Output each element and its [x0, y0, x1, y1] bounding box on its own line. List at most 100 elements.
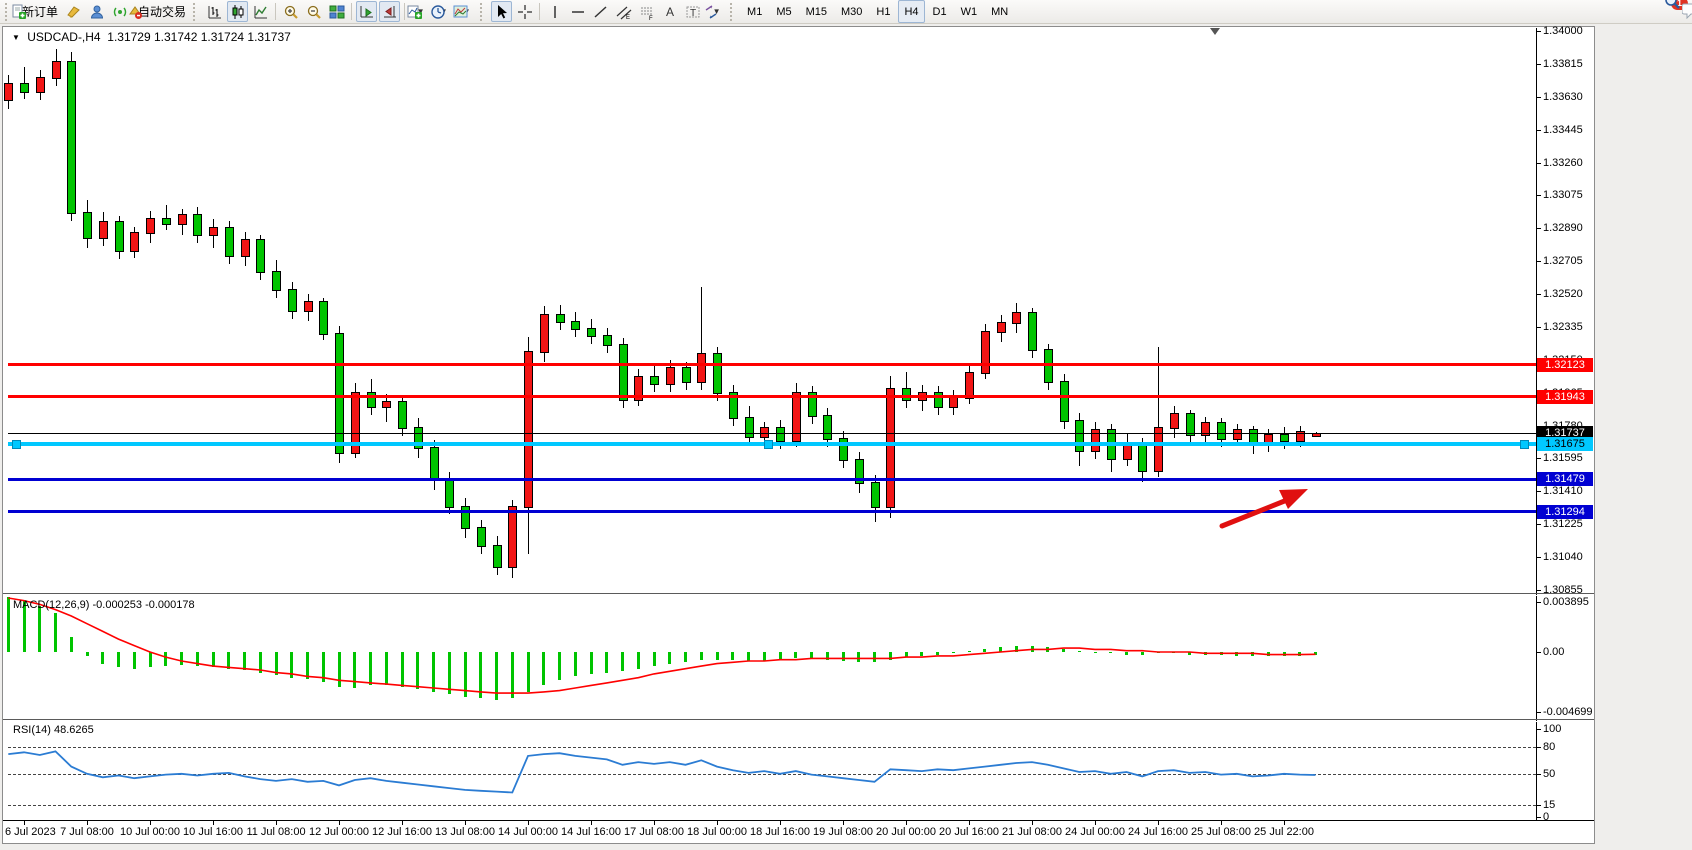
line-handle[interactable] [12, 439, 21, 449]
pane-splitter-rsi[interactable] [3, 719, 1594, 720]
macd-histogram-bar [432, 652, 435, 692]
chart-shift-marker[interactable] [1210, 28, 1220, 35]
svg-text:E: E [626, 15, 630, 20]
macd-histogram-bar [841, 652, 845, 661]
candle [587, 327, 596, 337]
periods-button[interactable]: ▼ [430, 1, 453, 22]
timeframe-button-h4[interactable]: H4 [898, 0, 925, 23]
resistance-line-lower[interactable] [8, 395, 1536, 399]
metaeditor-button[interactable] [63, 1, 84, 22]
macd-histogram-bar [54, 613, 57, 652]
toolbar-grip[interactable] [480, 2, 487, 21]
price-tick [1536, 557, 1541, 559]
candle [508, 505, 518, 568]
templates-button[interactable]: ▼ [453, 1, 476, 22]
horizontal-line-button[interactable] [567, 1, 588, 22]
candle [366, 391, 376, 409]
candle [571, 320, 581, 330]
resistance-line-upper[interactable] [8, 363, 1536, 367]
price-tick [1536, 589, 1541, 591]
fibonacci-button[interactable]: F [636, 1, 657, 22]
timeframe-button-d1[interactable]: D1 [932, 5, 947, 18]
timeframe-button-h1[interactable]: H1 [876, 5, 891, 18]
candle [1217, 422, 1226, 440]
support-line-lower[interactable] [8, 510, 1536, 514]
trendline-button[interactable] [590, 1, 611, 22]
price-tick-label: 1.31410 [1543, 485, 1583, 498]
rsi-tick-label: 0 [1543, 811, 1550, 823]
candle-wick [1158, 347, 1159, 478]
vertical-line-button[interactable] [544, 1, 565, 22]
equidistant-channel-button[interactable]: E [613, 1, 634, 22]
crosshair-button[interactable] [514, 1, 535, 22]
macd-histogram-bar [999, 646, 1002, 652]
auto-scroll-button[interactable] [356, 1, 378, 22]
chart-shift-button[interactable] [379, 1, 401, 22]
candle [256, 238, 266, 273]
arrows-shapes-button[interactable]: ▼ [705, 1, 726, 22]
zoom-in-button[interactable] [280, 1, 301, 22]
price-tick-label: 1.31040 [1543, 551, 1583, 564]
bar-chart-button[interactable] [204, 1, 225, 22]
time-label: 18 Jul 16:00 [750, 826, 810, 838]
toolbar-grip[interactable] [730, 2, 737, 21]
candle [476, 526, 486, 547]
candle [272, 270, 281, 291]
indicators-button[interactable]: ▼ [407, 1, 430, 22]
pane-splitter-macd[interactable] [3, 593, 1594, 594]
macd-histogram-bar [951, 652, 955, 654]
text-label-button[interactable]: T [682, 1, 703, 22]
macd-histogram-bar [384, 652, 388, 686]
time-tick [591, 820, 592, 825]
candle [51, 61, 61, 80]
text-button[interactable]: A [659, 1, 680, 22]
current-price-line[interactable] [8, 432, 1536, 434]
toolbar-grip[interactable] [5, 2, 12, 21]
timeframe-button-mn[interactable]: MN [991, 5, 1009, 18]
macd-histogram-bar [526, 652, 530, 692]
candle [130, 231, 140, 252]
line-chart-button[interactable] [250, 1, 271, 22]
candlestick-chart-button[interactable] [227, 1, 249, 22]
line-handle[interactable] [764, 439, 773, 449]
macd-histogram-bar [747, 652, 750, 661]
timeframe-button-m5[interactable]: M5 [776, 5, 792, 18]
tile-windows-button[interactable] [326, 1, 347, 22]
line-handle[interactable] [1520, 439, 1529, 449]
candle [350, 391, 360, 455]
timeframe-button-m1[interactable]: M1 [747, 5, 763, 18]
timeframe-button-m15[interactable]: M15 [805, 5, 827, 18]
macd-histogram-bar [573, 652, 577, 677]
community-button[interactable] [86, 1, 107, 22]
red-arrow-annotation[interactable] [8, 28, 1536, 592]
cursor-button[interactable] [491, 1, 513, 22]
timeframe-button-m30[interactable]: M30 [841, 5, 863, 18]
rsi-tick-label: 80 [1543, 740, 1556, 753]
chart-menu-arrow-icon[interactable]: ▼ [12, 33, 20, 42]
auto-trading-label: 自动交易 [138, 5, 187, 19]
time-label: 21 Jul 08:00 [1002, 826, 1062, 838]
time-label: 19 Jul 08:00 [813, 826, 873, 838]
macd-histogram-bar [1014, 645, 1018, 652]
candle [728, 391, 738, 419]
macd-tick [1536, 601, 1541, 603]
macd-histogram-bar [936, 652, 939, 655]
candle [1028, 311, 1037, 352]
auto-trading-button[interactable]: 自动交易 [129, 1, 189, 22]
signals-button[interactable] [109, 1, 130, 22]
macd-histogram-bar [290, 652, 294, 678]
support-line-upper[interactable] [8, 477, 1536, 481]
zoom-out-button[interactable] [303, 1, 324, 22]
arrows-dropdown-arrow[interactable]: ▼ [712, 7, 721, 16]
macd-signal-line [8, 597, 1316, 694]
price-tick [1536, 524, 1541, 526]
macd-histogram-bar [589, 652, 593, 674]
macd-tick [1536, 652, 1541, 653]
timeframe-button-w1[interactable]: W1 [960, 5, 978, 18]
time-tick [87, 820, 88, 825]
macd-tick-label: 0.003895 [1543, 595, 1589, 608]
new-order-button[interactable]: 新订单 [12, 1, 61, 22]
toolbar-grip[interactable] [193, 2, 200, 21]
macd-histogram-bar [463, 652, 467, 697]
macd-histogram-bar [1140, 652, 1144, 655]
